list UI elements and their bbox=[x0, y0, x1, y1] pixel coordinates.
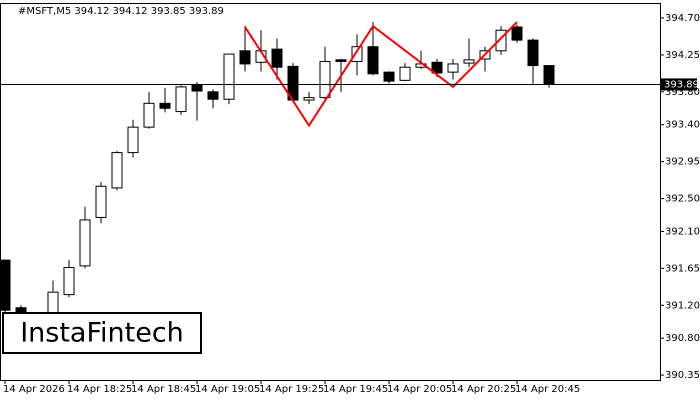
candle-body bbox=[95, 185, 107, 218]
candle-body bbox=[175, 86, 187, 113]
candle-body bbox=[239, 50, 251, 65]
candle-body bbox=[511, 26, 523, 41]
x-tick-label: 14 Apr 2026 bbox=[3, 384, 65, 395]
y-tick-label: 394.70 bbox=[665, 13, 700, 24]
candle-body bbox=[447, 63, 459, 73]
y-tick-label: 390.35 bbox=[665, 370, 700, 381]
watermark: InstaFintech bbox=[20, 318, 184, 349]
candle-body bbox=[431, 61, 443, 74]
y-tick-label: 392.10 bbox=[665, 226, 700, 237]
candle-body bbox=[543, 65, 555, 85]
candle-body bbox=[0, 259, 11, 311]
candle-body bbox=[159, 102, 171, 109]
candle-body bbox=[79, 219, 91, 267]
x-tick-label: 14 Apr 18:45 bbox=[131, 384, 196, 395]
candle-body bbox=[127, 126, 139, 154]
watermark-box bbox=[2, 312, 202, 354]
pattern-line bbox=[244, 21, 518, 128]
y-tick-label: 392.50 bbox=[665, 194, 700, 205]
candle-body bbox=[351, 46, 363, 62]
candle-body bbox=[527, 39, 539, 67]
current-price-box bbox=[661, 78, 697, 91]
candle-body bbox=[271, 48, 283, 68]
y-tick-label: 392.95 bbox=[665, 157, 700, 168]
y-tick-label: 391.65 bbox=[665, 263, 700, 274]
candle-body bbox=[207, 91, 219, 100]
candle-body bbox=[367, 46, 379, 75]
y-tick-label: 391.20 bbox=[665, 300, 700, 311]
candle-body bbox=[335, 59, 347, 62]
candle-body bbox=[319, 60, 331, 99]
candle-body bbox=[399, 66, 411, 81]
chart-title: #MSFT,M5 394.12 394.12 393.85 393.89 bbox=[18, 6, 224, 17]
x-tick-label: 14 Apr 20:45 bbox=[515, 384, 580, 395]
x-tick-label: 14 Apr 19:05 bbox=[195, 384, 260, 395]
candle-body bbox=[495, 29, 507, 52]
candle-body bbox=[223, 53, 235, 100]
y-tick-label: 393.80 bbox=[665, 87, 700, 98]
current-price-label: 393.89 bbox=[664, 79, 699, 90]
x-tick-label: 14 Apr 20:05 bbox=[387, 384, 452, 395]
candle-body bbox=[63, 267, 75, 296]
x-tick-label: 14 Apr 18:25 bbox=[67, 384, 132, 395]
candle-body bbox=[303, 97, 315, 101]
x-tick-label: 14 Apr 20:25 bbox=[451, 384, 516, 395]
candle-body bbox=[111, 152, 123, 189]
x-tick-label: 14 Apr 19:25 bbox=[259, 384, 324, 395]
candle-body bbox=[383, 71, 395, 82]
candle-body bbox=[191, 83, 203, 92]
candle-body bbox=[143, 102, 155, 128]
y-tick-label: 393.40 bbox=[665, 120, 700, 131]
y-tick-label: 394.25 bbox=[665, 50, 700, 61]
candle-body bbox=[463, 59, 475, 64]
x-tick-label: 14 Apr 19:45 bbox=[323, 384, 388, 395]
y-tick-label: 390.80 bbox=[665, 333, 700, 344]
